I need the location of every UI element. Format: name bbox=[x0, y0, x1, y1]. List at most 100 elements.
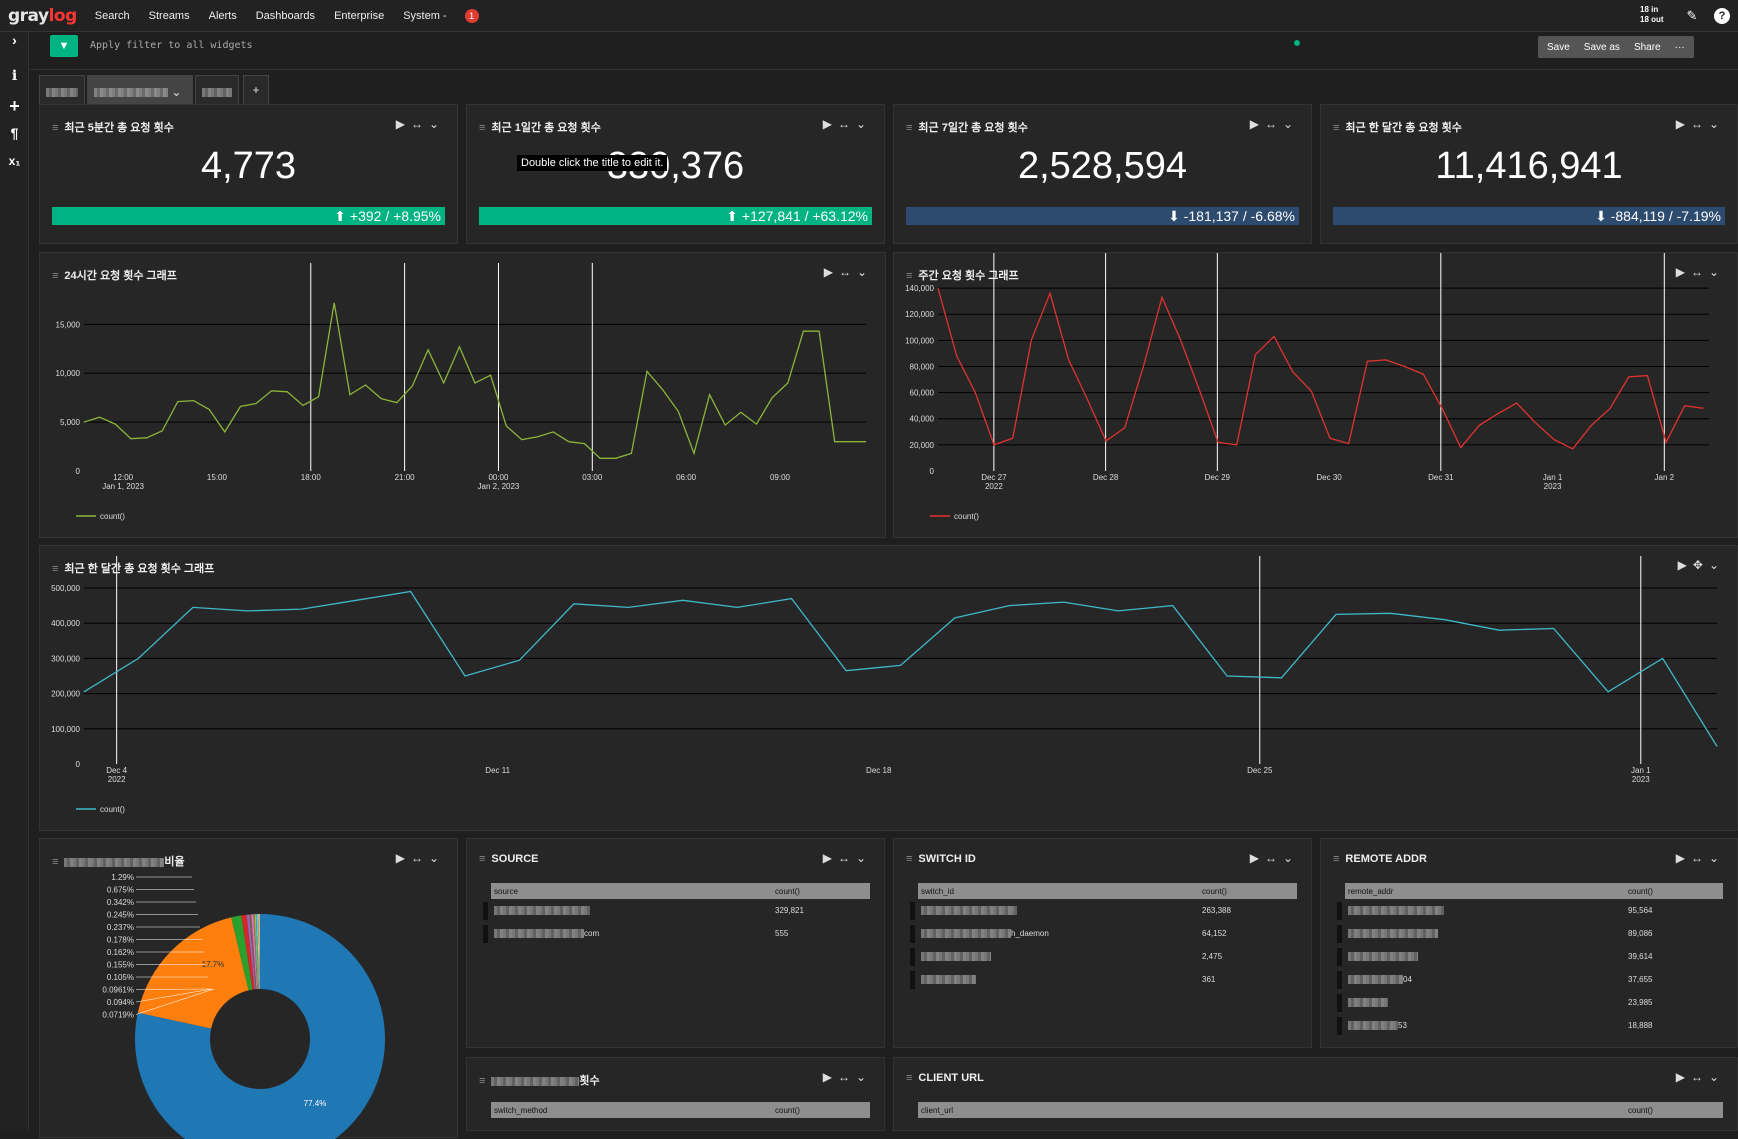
save-as-button[interactable]: Save as bbox=[1583, 41, 1620, 53]
filter-funnel-button[interactable]: ▼ bbox=[50, 35, 78, 57]
play-icon[interactable]: ▶ bbox=[1249, 117, 1265, 131]
widget-controls[interactable]: ▶↔⌄ bbox=[823, 851, 872, 865]
play-icon[interactable]: ▶ bbox=[1675, 1070, 1691, 1084]
resize-icon[interactable]: ↔ bbox=[1690, 117, 1709, 131]
table-cell-key[interactable]: 53 bbox=[1345, 1021, 1628, 1031]
nav-dashboards[interactable]: Dashboards bbox=[255, 9, 316, 22]
widget-title[interactable]: 최근 1일간 총 요청 횟수 bbox=[491, 122, 601, 134]
drag-handle-icon[interactable]: ≡ bbox=[52, 122, 59, 134]
table-row[interactable]: 04 37,655 bbox=[1337, 968, 1723, 991]
widget-stat-3[interactable]: ≡ 최근 7일간 총 요청 횟수 ▶↔⌄ 2,528,594 ⬇ -181,137… bbox=[893, 104, 1312, 244]
widget-daily-chart[interactable]: ≡ 24시간 요청 횟수 그래프 ▶↔⌄ 0 5,000 10,000 15,000 12… bbox=[39, 252, 886, 538]
table-cell-key[interactable]: 04 bbox=[1345, 975, 1628, 985]
chevron-down-icon[interactable]: ⌄ bbox=[428, 117, 445, 131]
table-row[interactable]: 95,564 bbox=[1337, 899, 1723, 922]
drag-handle-icon[interactable]: ≡ bbox=[906, 270, 913, 282]
table-cell-key[interactable] bbox=[1345, 906, 1628, 916]
add-tab-button[interactable]: + bbox=[243, 75, 269, 104]
chevron-down-icon[interactable]: ⌄ bbox=[1708, 265, 1725, 279]
widget-controls[interactable]: ▶↔⌄ bbox=[824, 265, 873, 279]
widget-controls[interactable]: ▶↔⌄ bbox=[1676, 265, 1725, 279]
tab-dropdown-icon[interactable]: ⌄ bbox=[171, 85, 182, 99]
drag-handle-icon[interactable]: ≡ bbox=[1333, 122, 1340, 134]
widget-stat-4[interactable]: ≡ 최근 한 달간 총 요청 횟수 ▶↔⌄ 11,416,941 ⬇ -884,1… bbox=[1320, 104, 1738, 244]
resize-icon[interactable]: ↔ bbox=[410, 851, 429, 865]
nav-system[interactable]: System - bbox=[403, 9, 447, 22]
widget-controls[interactable]: ▶↔⌄ bbox=[1250, 851, 1299, 865]
subscript-x-icon[interactable]: x₁ bbox=[8, 154, 21, 168]
chevron-down-icon[interactable]: ⌄ bbox=[1708, 851, 1725, 865]
table-cell-key[interactable] bbox=[918, 975, 1202, 985]
table-cell-key[interactable] bbox=[1345, 929, 1628, 939]
widget-stat-1[interactable]: ≡ 최근 5분간 총 요청 횟수 ▶↔⌄ 4,773 ⬆ +392 / +8.95… bbox=[39, 104, 458, 244]
widget-title[interactable]: 최근 5분간 총 요청 횟수 bbox=[64, 122, 174, 134]
share-button[interactable]: Share bbox=[1633, 41, 1661, 53]
widget-title[interactable]: 최근 7일간 총 요청 횟수 bbox=[918, 122, 1028, 134]
widget-controls[interactable]: ▶↔⌄ bbox=[1676, 851, 1725, 865]
chevron-down-icon[interactable]: ⌄ bbox=[855, 1070, 872, 1084]
play-icon[interactable]: ▶ bbox=[395, 117, 411, 131]
resize-icon[interactable]: ↔ bbox=[838, 265, 857, 279]
play-icon[interactable]: ▶ bbox=[395, 851, 411, 865]
play-icon[interactable]: ▶ bbox=[822, 117, 838, 131]
resize-icon[interactable]: ↔ bbox=[837, 851, 856, 865]
table-row[interactable]: 53 18,888 bbox=[1337, 1014, 1723, 1037]
widget-title[interactable]: 최근 한 달간 총 요청 횟수 그래프 bbox=[64, 563, 215, 575]
widget-title[interactable]: 비율 bbox=[164, 856, 185, 868]
widget-table-remote_addr[interactable]: ≡ REMOTE ADDR ▶↔⌄ remote_addr count() 95,56… bbox=[1320, 838, 1738, 1048]
graylog-logo[interactable]: graylog bbox=[8, 5, 77, 26]
resize-icon[interactable]: ↔ bbox=[837, 1070, 856, 1084]
column-header[interactable]: count() bbox=[1202, 886, 1227, 896]
chevron-down-icon[interactable]: ⌄ bbox=[855, 117, 872, 131]
column-header[interactable]: remote_addr bbox=[1348, 886, 1394, 896]
nav-alerts[interactable]: Alerts bbox=[208, 9, 237, 22]
widget-controls[interactable]: ▶↔⌄ bbox=[396, 851, 445, 865]
tab-2-active[interactable]: ⌄ bbox=[87, 75, 193, 104]
drag-handle-icon[interactable]: ≡ bbox=[52, 856, 59, 868]
table-row[interactable]: 89,086 bbox=[1337, 922, 1723, 945]
chevron-down-icon[interactable]: ⌄ bbox=[1282, 117, 1299, 131]
nav-search[interactable]: Search bbox=[94, 9, 130, 22]
column-header[interactable]: count() bbox=[775, 886, 800, 896]
table-row[interactable]: 361 bbox=[910, 968, 1297, 991]
drag-handle-icon[interactable]: ≡ bbox=[906, 1072, 913, 1084]
edit-icon[interactable]: ✎ bbox=[1686, 8, 1698, 23]
play-icon[interactable]: ▶ bbox=[822, 1070, 838, 1084]
widget-stat-2[interactable]: ≡ 최근 1일간 총 요청 횟수 ▶↔⌄ 330,376 ⬆ +127,841 /… bbox=[466, 104, 885, 244]
resize-icon[interactable]: ↔ bbox=[1690, 1070, 1709, 1084]
column-header[interactable]: count() bbox=[775, 1105, 800, 1115]
chevron-down-icon[interactable]: ⌄ bbox=[1708, 558, 1725, 572]
widget-controls[interactable]: ▶↔⌄ bbox=[823, 1070, 872, 1084]
play-icon[interactable]: ▶ bbox=[822, 851, 838, 865]
notification-badge[interactable]: 1 bbox=[464, 8, 479, 23]
save-button[interactable]: Save bbox=[1547, 41, 1570, 53]
table-row[interactable]: 329,821 bbox=[483, 899, 870, 922]
table-row[interactable]: 39,614 bbox=[1337, 945, 1723, 968]
drag-handle-icon[interactable]: ≡ bbox=[1333, 853, 1340, 865]
drag-handle-icon[interactable]: ≡ bbox=[52, 270, 59, 282]
tab-3[interactable] bbox=[195, 75, 239, 104]
column-header[interactable]: switch_method bbox=[494, 1105, 548, 1115]
drag-handle-icon[interactable]: ≡ bbox=[906, 122, 913, 134]
help-icon[interactable]: ? bbox=[1714, 8, 1730, 24]
play-icon[interactable]: ▶ bbox=[1675, 117, 1691, 131]
chevron-down-icon[interactable]: ⌄ bbox=[1708, 117, 1725, 131]
table-row[interactable]: 2,475 bbox=[910, 945, 1297, 968]
widget-table-switch_method[interactable]: ≡ 횟수 ▶↔⌄ switch_method count() bbox=[466, 1057, 885, 1131]
widget-weekly-chart[interactable]: ≡ 주간 요청 횟수 그래프 ▶↔⌄ 0 20,000 40,000 60,000 80,… bbox=[893, 252, 1738, 538]
tab-1[interactable] bbox=[39, 75, 85, 104]
play-icon[interactable]: ▶ bbox=[1675, 851, 1691, 865]
chevron-down-icon[interactable]: ⌄ bbox=[1708, 1070, 1725, 1084]
resize-icon[interactable]: ↔ bbox=[1690, 265, 1709, 279]
play-icon[interactable]: ▶ bbox=[1677, 558, 1693, 572]
widget-pie-chart[interactable]: ≡ 비율 ▶↔⌄ 77.4% 17.7% 1.29% 0.675% 0.342% 0.245… bbox=[39, 838, 458, 1139]
table-cell-key[interactable] bbox=[491, 906, 775, 916]
play-icon[interactable]: ▶ bbox=[1249, 851, 1265, 865]
widget-controls[interactable]: ▶✥⌄ bbox=[1678, 558, 1725, 572]
table-row[interactable]: h_daemon 64,152 bbox=[910, 922, 1297, 945]
column-header[interactable]: switch_id bbox=[921, 886, 954, 896]
more-button[interactable]: ··· bbox=[1674, 41, 1685, 53]
widget-monthly-chart[interactable]: ≡ 최근 한 달간 총 요청 횟수 그래프 ▶✥⌄ 0 100,000 200,000… bbox=[39, 545, 1738, 831]
widget-controls[interactable]: ▶↔⌄ bbox=[396, 117, 445, 131]
column-header[interactable]: count() bbox=[1628, 886, 1653, 896]
